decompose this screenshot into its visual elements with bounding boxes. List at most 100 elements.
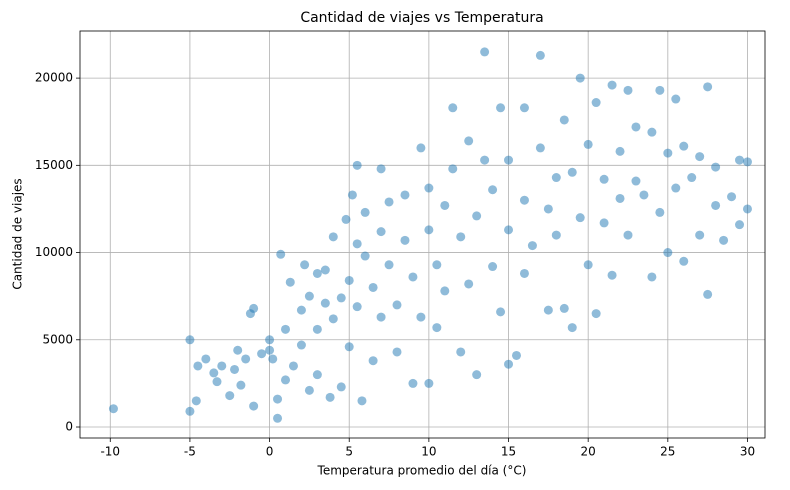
point (456, 347, 466, 357)
point (735, 220, 745, 230)
point (265, 335, 275, 345)
point (519, 103, 529, 113)
point (288, 361, 298, 371)
point (400, 190, 410, 200)
point (193, 361, 203, 371)
point (416, 143, 426, 153)
grid: -10 -5 0 5 10 15 20 25 30 0 5000 10000 15000 20000 (35, 31, 765, 459)
point (108, 404, 118, 414)
point (519, 195, 529, 205)
point (504, 225, 514, 235)
x-tick-label: 10 (421, 445, 436, 459)
point (464, 279, 474, 289)
point (392, 300, 402, 310)
point (257, 349, 267, 359)
point (384, 197, 394, 207)
point (249, 303, 259, 313)
point (448, 164, 458, 174)
point (583, 260, 593, 270)
point (408, 272, 418, 282)
point (735, 155, 745, 165)
point (328, 314, 338, 324)
point (631, 176, 641, 186)
point (368, 282, 378, 292)
point (607, 270, 617, 280)
point (312, 370, 322, 380)
point (424, 378, 434, 388)
point (496, 103, 506, 113)
point (671, 94, 681, 104)
point (607, 80, 617, 90)
point (408, 378, 418, 388)
point (551, 173, 561, 183)
x-tick-label: 15 (501, 445, 516, 459)
point (496, 307, 506, 317)
point (480, 47, 490, 57)
point (671, 183, 681, 193)
point (679, 141, 689, 151)
chart-title: Cantidad de viajes vs Temperatura (300, 10, 543, 26)
point (727, 192, 737, 202)
point (296, 340, 306, 350)
point (376, 312, 386, 322)
point (695, 152, 705, 162)
point (504, 359, 514, 369)
point (742, 204, 752, 214)
point (281, 324, 290, 334)
point (742, 157, 752, 167)
point (488, 262, 498, 272)
point (440, 200, 450, 210)
point (703, 289, 713, 299)
point (368, 356, 378, 366)
point (212, 377, 222, 387)
point (230, 364, 240, 374)
y-axis-label: Cantidad de viajes (11, 178, 25, 289)
point (599, 174, 609, 184)
point (201, 354, 211, 364)
point (535, 50, 545, 60)
point (719, 235, 729, 245)
y-tick-label: 5000 (42, 332, 73, 346)
x-tick-label: 30 (740, 445, 755, 459)
point (217, 361, 227, 371)
point (615, 146, 625, 156)
point (456, 232, 466, 242)
x-tick-label: -10 (100, 445, 120, 459)
point (631, 122, 641, 132)
x-tick-label: 20 (581, 445, 596, 459)
point (583, 139, 593, 149)
x-axis-label: Temperatura promedio del día (°C) (317, 464, 527, 478)
point (273, 394, 283, 404)
point (575, 213, 585, 223)
y-tick-label: 0 (65, 420, 73, 434)
point (440, 286, 450, 296)
point (551, 230, 561, 240)
point (663, 248, 673, 258)
point (376, 227, 386, 237)
point (376, 164, 386, 174)
point (236, 380, 246, 390)
point (360, 207, 370, 217)
point (687, 173, 697, 183)
point (296, 305, 306, 315)
point (623, 230, 633, 240)
x-tick-label: 0 (266, 445, 274, 459)
point (559, 115, 569, 125)
point (400, 235, 410, 245)
point (567, 323, 577, 333)
point (344, 275, 354, 285)
axes-frame (79, 30, 766, 439)
point (679, 256, 689, 266)
point (265, 345, 275, 355)
point (711, 200, 721, 210)
point (185, 406, 195, 416)
point (591, 98, 601, 108)
point (191, 396, 201, 406)
point (352, 302, 362, 312)
point (472, 211, 482, 221)
point (575, 73, 585, 83)
point (591, 309, 601, 319)
point (268, 354, 278, 364)
point (360, 251, 370, 261)
